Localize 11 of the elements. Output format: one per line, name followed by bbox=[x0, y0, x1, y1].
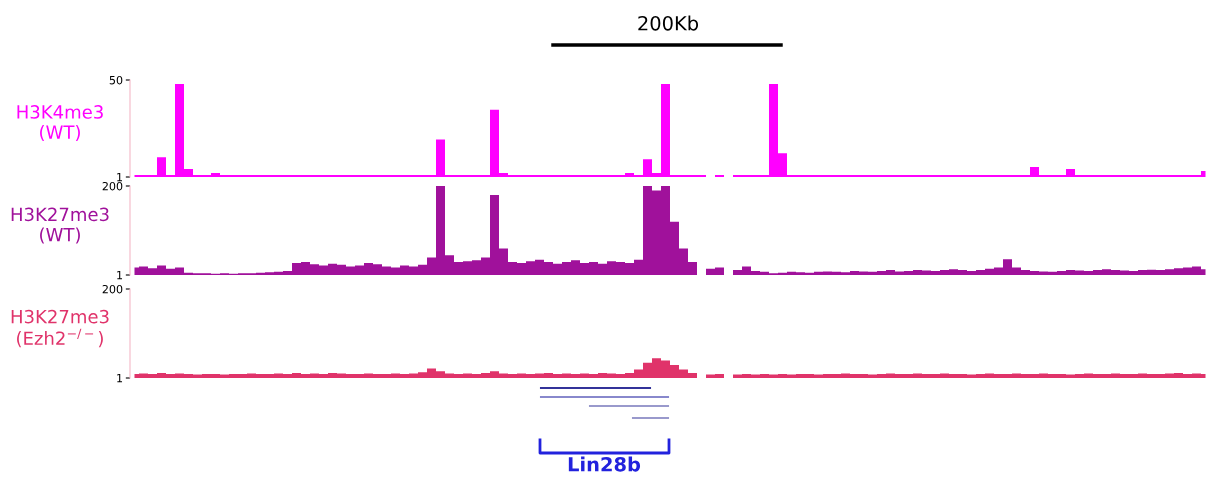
y-axis-title: H3K27me3 (Ezh2$^{−/−}$) bbox=[11, 309, 109, 348]
y-tick-label: 200 bbox=[102, 181, 123, 191]
text: 200Kb bbox=[638, 15, 699, 31]
y-axis-title: H3K4me3 (WT) bbox=[17, 105, 103, 142]
y-axis-title: H3K27me3 (WT) bbox=[11, 207, 109, 244]
y-tick-label: 50 bbox=[109, 75, 123, 85]
y-tick-label: 1 bbox=[117, 271, 123, 280]
y-tick-label: 1 bbox=[117, 173, 123, 182]
text: Lin28b bbox=[568, 456, 641, 472]
y-tick-label: 1 bbox=[117, 374, 123, 383]
y-tick-label: 200 bbox=[102, 284, 123, 294]
